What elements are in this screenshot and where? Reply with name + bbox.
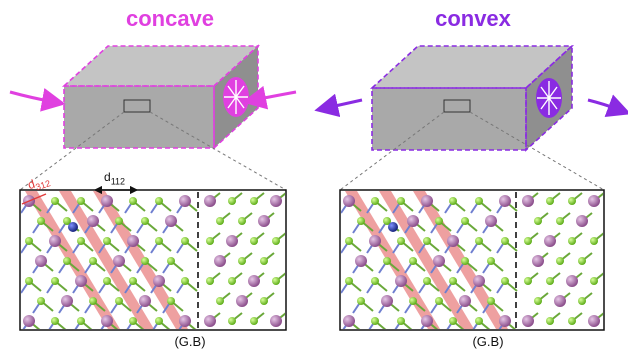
arrow-in-icon <box>9 88 66 112</box>
convex-label: convex <box>435 6 511 31</box>
crystal-lattice-icon <box>21 191 285 329</box>
grain-boundary-label-left: (G.B) <box>174 334 206 349</box>
arrow-in-icon <box>242 85 297 110</box>
convex-block <box>369 44 575 152</box>
d112-label: d112 <box>104 170 126 187</box>
concave-block <box>61 44 261 150</box>
concave-label: concave <box>125 6 215 31</box>
grain-boundary-label-right: (G.B) <box>472 334 504 349</box>
arrow-out-icon <box>314 93 363 118</box>
arrow-out-icon <box>587 94 628 118</box>
crystal-lattice-icon <box>341 191 603 329</box>
d312-marker <box>21 193 47 205</box>
